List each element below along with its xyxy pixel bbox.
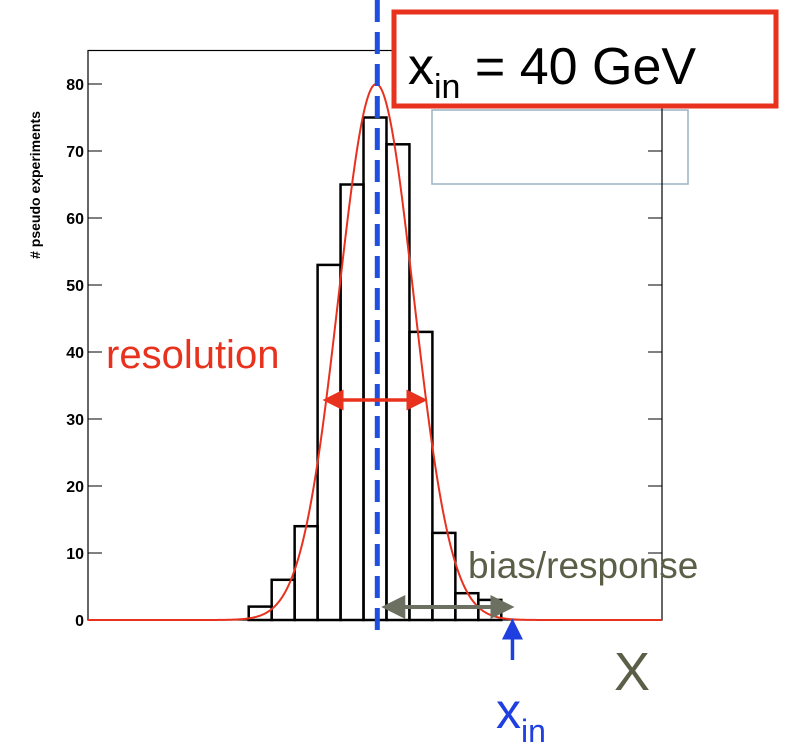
y-tick-label: 80 <box>66 77 84 94</box>
resolution-label: resolution <box>106 333 279 377</box>
bar <box>293 524 319 622</box>
legend-box <box>431 109 689 185</box>
y-tick-label: 10 <box>66 546 84 563</box>
y-tick-label: 40 <box>66 345 84 362</box>
bar <box>270 578 296 622</box>
y-axis-label: # pseudo experiments <box>27 111 43 259</box>
x-in-main: x <box>496 683 521 739</box>
bar <box>385 143 411 622</box>
bar <box>431 531 457 622</box>
bias-label: bias/response <box>468 545 698 586</box>
x-axis-label: X <box>614 642 650 702</box>
box-sub: in <box>434 68 460 106</box>
box-main: x <box>408 38 434 96</box>
y-tick-label: 30 <box>66 412 84 429</box>
y-tick-label: 70 <box>66 144 84 161</box>
title-box <box>391 9 779 109</box>
y-tick-label: 20 <box>66 479 84 496</box>
title-box-label: xin = 40 GeV <box>408 38 696 106</box>
y-tick-label: 50 <box>66 278 84 295</box>
x-in-sub: in <box>521 713 546 749</box>
box-rest: = 40 GeV <box>460 38 696 96</box>
y-tick-label: 0 <box>75 613 84 630</box>
bar <box>408 330 434 622</box>
x-in-label: xin <box>496 683 546 749</box>
y-tick-label: 60 <box>66 211 84 228</box>
